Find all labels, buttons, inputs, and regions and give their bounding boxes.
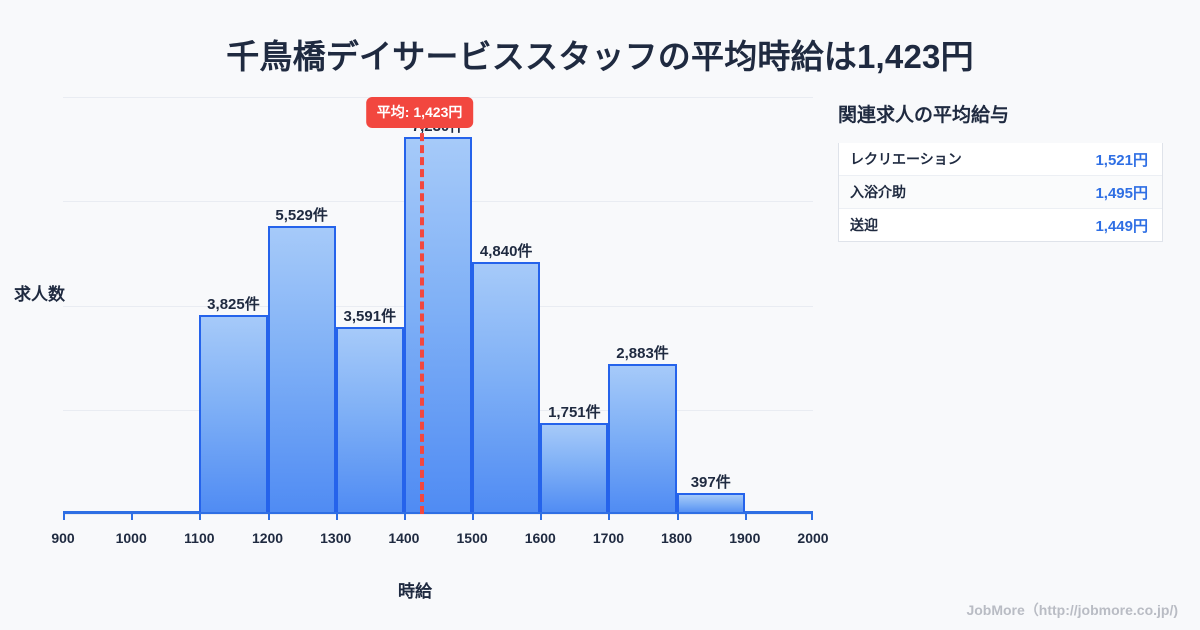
y-axis-title: 求人数: [14, 285, 65, 304]
bar-series: 3,825件5,529件3,591件7,230件4,840件1,751件2,88…: [63, 97, 813, 514]
related-salary-panel: 関連求人の平均給与 レクリエーション 1,521円入浴介助 1,495円送迎 1,44…: [838, 100, 1168, 242]
x-axis-tick-label: 1400: [388, 530, 420, 546]
bar: [540, 422, 609, 514]
x-axis-tick: [63, 513, 65, 520]
related-salary-row: レクリエーション 1,521円: [839, 143, 1162, 176]
related-salary-row: 入浴介助 1,495円: [839, 176, 1162, 209]
bar-value-label: 3,591件: [343, 307, 397, 325]
x-axis-tick: [608, 513, 611, 520]
average-dashed-line: [419, 97, 424, 514]
page-title: 千鳥橋デイサービススタッフの平均時給は1,423円: [226, 38, 974, 75]
x-axis-tick: [131, 513, 134, 520]
bar-value-label: 397件: [690, 474, 731, 492]
bar-value-label: 5,529件: [275, 206, 328, 224]
x-axis-tick: [540, 513, 543, 520]
bar-value-label: 4,840件: [479, 242, 533, 260]
bar: [608, 363, 677, 514]
related-salary-table: レクリエーション 1,521円入浴介助 1,495円送迎 1,449円: [838, 143, 1163, 242]
average-badge: 平均: 1,423円: [365, 97, 474, 128]
x-axis-tick-label: 1000: [115, 530, 147, 546]
bar: [676, 493, 745, 514]
x-axis-tick-label: 1600: [524, 530, 556, 546]
x-axis-tick-label: 1300: [320, 530, 352, 546]
watermark: JobMore（http://jobmore.co.jp/): [966, 602, 1178, 618]
x-axis-tick-label: 2000: [797, 530, 829, 546]
related-salary-row: 送迎 1,449円: [839, 209, 1162, 242]
x-axis-tick: [335, 513, 338, 520]
x-axis-tick: [811, 513, 813, 520]
x-axis-title: 時給: [398, 582, 432, 601]
x-axis-line: [63, 512, 813, 514]
x-axis-tick-label: 1500: [456, 530, 488, 546]
gridline: [63, 514, 813, 515]
x-axis-tick-label: 1100: [184, 530, 215, 546]
x-axis-tick-label: 1800: [661, 530, 693, 546]
bar-value-label: 3,825件: [207, 295, 260, 313]
bar: [267, 225, 336, 514]
related-salary-value: 1,495円: [1095, 184, 1148, 202]
histogram-chart: 求人数 3,825件5,529件3,591件7,230件4,840件1,751件…: [0, 90, 830, 610]
plot-area: 3,825件5,529件3,591件7,230件4,840件1,751件2,88…: [63, 97, 813, 520]
x-axis-tick: [472, 513, 475, 520]
bar-value-label: 1,751件: [548, 403, 601, 421]
bar: [472, 261, 541, 514]
related-salary-value: 1,449円: [1095, 217, 1148, 235]
related-salary-label: 入浴介助: [850, 184, 906, 200]
x-axis-tick-label: 1700: [592, 530, 625, 546]
bar: [199, 314, 268, 514]
x-axis-tick-label: 900: [51, 530, 75, 546]
x-axis-tick: [744, 513, 747, 520]
bar: [335, 326, 404, 514]
related-salary-value: 1,521円: [1095, 151, 1148, 169]
related-salary-label: レクリエーション: [850, 151, 962, 167]
bar: [403, 137, 473, 514]
related-salary-label: 送迎: [850, 217, 878, 233]
x-axis-tick: [403, 513, 406, 520]
x-axis-tick: [676, 513, 679, 520]
x-axis-tick: [199, 513, 202, 520]
x-axis-tick-label: 1200: [251, 530, 284, 546]
x-axis-tick: [267, 513, 270, 520]
bar-value-label: 2,883件: [616, 344, 669, 362]
x-axis-tick-label: 1900: [729, 530, 761, 546]
related-salary-title: 関連求人の平均給与: [838, 105, 1010, 126]
